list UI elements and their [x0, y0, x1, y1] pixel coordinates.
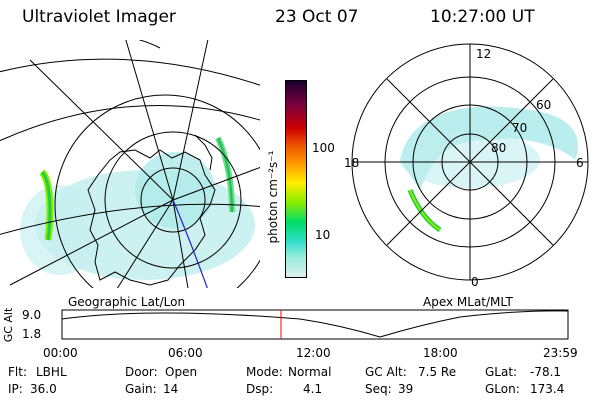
- date-label: 23 Oct 07: [275, 7, 359, 27]
- footprint-track: [172, 199, 208, 288]
- gain-label: Gain:: [125, 382, 157, 396]
- ytick-9: 9.0: [22, 308, 41, 322]
- lat-lon-grid: [0, 40, 260, 288]
- glon-label: GLon:: [485, 382, 520, 396]
- dsp-value: 4.1: [303, 382, 323, 396]
- colorbar-unit-label: photon cm⁻²s⁻¹: [266, 150, 280, 244]
- mode-value: Normal: [288, 365, 332, 379]
- dsp-label: Dsp:: [246, 382, 274, 396]
- gain-value: 14: [163, 382, 179, 396]
- ytick-1-8: 1.8: [22, 327, 41, 341]
- colorbar-tick-10: 10: [315, 228, 331, 242]
- gcalt-value: 7.5 Re: [418, 365, 457, 379]
- glon-value: 173.4: [530, 382, 565, 396]
- mode-label: Mode:: [246, 365, 283, 379]
- flt-value: LBHL: [36, 365, 67, 379]
- ip-label: IP:: [8, 382, 23, 396]
- xtick-0600: 06:00: [168, 346, 203, 360]
- seq-label: Seq:: [365, 382, 392, 396]
- instrument-title: Ultraviolet Imager: [22, 7, 176, 27]
- geographic-map: [0, 40, 260, 288]
- time-label: 10:27:00 UT: [430, 7, 535, 27]
- altitude-ylabel: GC Alt: [2, 307, 15, 342]
- apex-label: Apex MLat/MLT: [423, 295, 513, 309]
- altitude-plot-frame: [61, 309, 569, 340]
- mlt-label-18: 18: [344, 156, 359, 170]
- xtick-1200: 12:00: [296, 346, 331, 360]
- polar-grid: [351, 43, 589, 281]
- glat-value: -78.1: [530, 365, 562, 379]
- xtick-0000: 00:00: [43, 346, 78, 360]
- door-value: Open: [165, 365, 198, 379]
- lat-label-70: 70: [512, 121, 527, 135]
- aurora-emission: [20, 136, 255, 280]
- colorbar-tick-100: 100: [312, 141, 335, 155]
- colorbar: [285, 80, 307, 278]
- glat-label: GLat:: [485, 365, 518, 379]
- seq-value: 39: [398, 382, 414, 396]
- lat-label-60: 60: [536, 98, 551, 112]
- door-label: Door:: [125, 365, 158, 379]
- continent-outline: [87, 149, 216, 286]
- mlt-label-12: 12: [476, 47, 491, 61]
- altitude-curve: [61, 310, 569, 338]
- xtick-2359: 23:59: [543, 346, 578, 360]
- lat-label-80: 80: [491, 141, 506, 155]
- geographic-label: Geographic Lat/Lon: [68, 295, 186, 309]
- ip-value: 36.0: [30, 382, 57, 396]
- xtick-1800: 18:00: [423, 346, 458, 360]
- gcalt-label: GC Alt:: [365, 365, 407, 379]
- mlt-label-0: 0: [471, 275, 479, 289]
- polar-plot: 12 6 0 18 60 70 80: [344, 43, 589, 289]
- mlt-label-6: 6: [576, 156, 584, 170]
- flt-label: Flt:: [8, 365, 27, 379]
- altitude-plot: 9.0 1.8 GC Alt: [2, 307, 569, 342]
